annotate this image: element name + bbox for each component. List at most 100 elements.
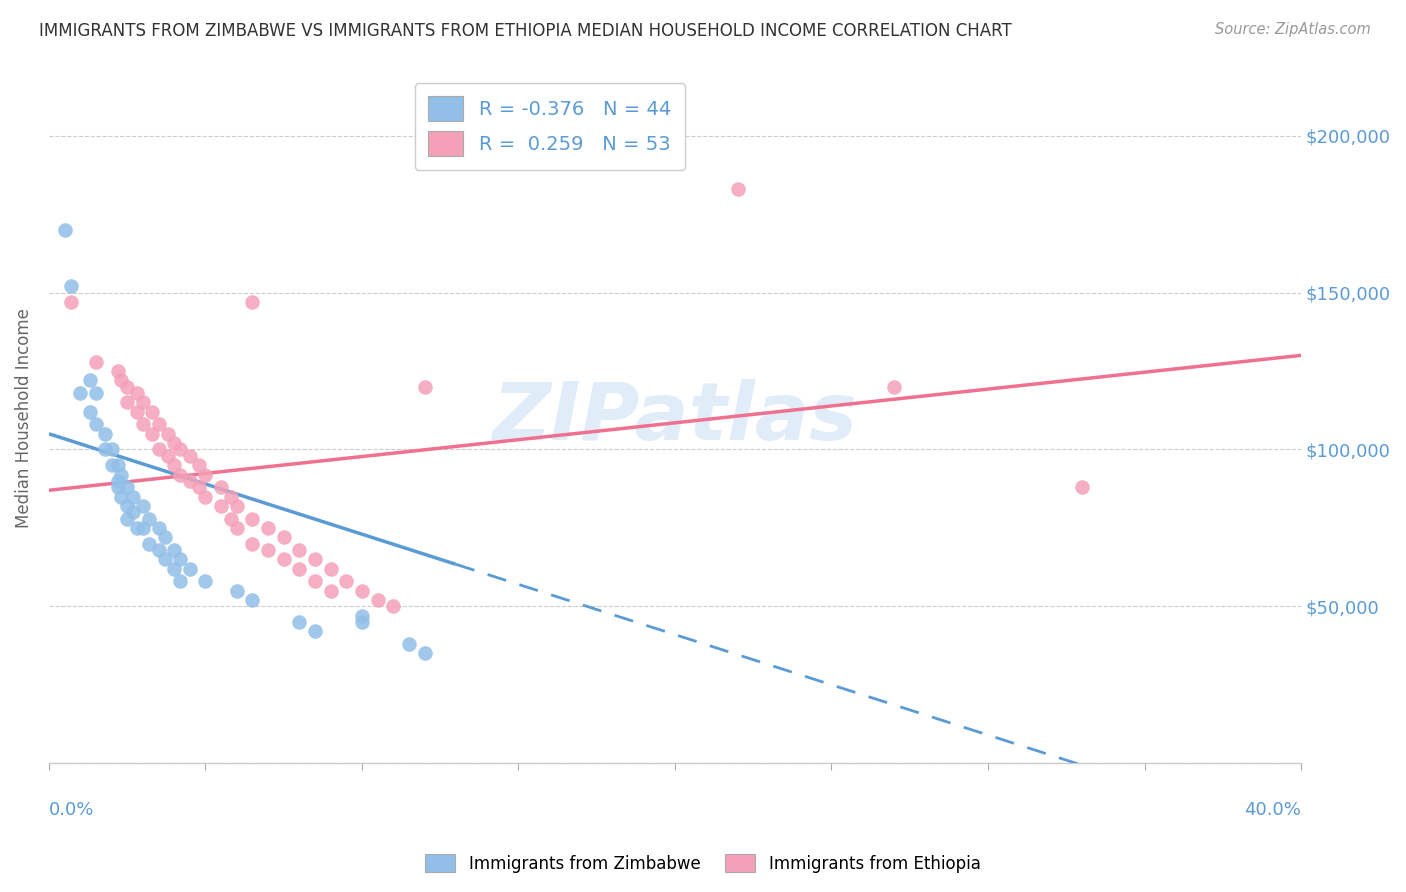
Point bbox=[727, 182, 749, 196]
Legend: Immigrants from Zimbabwe, Immigrants from Ethiopia: Immigrants from Zimbabwe, Immigrants fro… bbox=[419, 847, 987, 880]
Point bbox=[115, 480, 138, 494]
Point bbox=[125, 405, 148, 419]
Point bbox=[122, 505, 145, 519]
Point bbox=[148, 521, 170, 535]
Point bbox=[413, 647, 436, 661]
Point bbox=[350, 608, 373, 623]
Point bbox=[79, 374, 101, 388]
Point bbox=[242, 593, 264, 607]
Point bbox=[257, 542, 280, 557]
Point bbox=[225, 499, 247, 513]
Point bbox=[242, 295, 264, 310]
Point bbox=[209, 480, 232, 494]
Point bbox=[156, 426, 179, 441]
Point bbox=[115, 499, 138, 513]
Point bbox=[288, 542, 311, 557]
Point bbox=[107, 480, 129, 494]
Text: Source: ZipAtlas.com: Source: ZipAtlas.com bbox=[1215, 22, 1371, 37]
Point bbox=[273, 552, 295, 566]
Point bbox=[398, 637, 420, 651]
Point bbox=[242, 511, 264, 525]
Point bbox=[122, 490, 145, 504]
Point bbox=[100, 442, 122, 457]
Point bbox=[115, 511, 138, 525]
Point bbox=[107, 458, 129, 472]
Point bbox=[132, 395, 155, 409]
Point bbox=[188, 458, 211, 472]
Point bbox=[156, 449, 179, 463]
Point bbox=[304, 552, 326, 566]
Point bbox=[335, 574, 357, 589]
Point bbox=[169, 467, 191, 482]
Point bbox=[100, 458, 122, 472]
Point bbox=[84, 386, 107, 401]
Point bbox=[84, 417, 107, 432]
Point bbox=[273, 530, 295, 544]
Text: ZIPatlas: ZIPatlas bbox=[492, 379, 858, 457]
Point bbox=[69, 386, 91, 401]
Point bbox=[53, 223, 76, 237]
Point bbox=[132, 521, 155, 535]
Point bbox=[288, 615, 311, 629]
Point bbox=[194, 490, 217, 504]
Point bbox=[94, 442, 117, 457]
Point bbox=[148, 542, 170, 557]
Point bbox=[169, 442, 191, 457]
Text: IMMIGRANTS FROM ZIMBABWE VS IMMIGRANTS FROM ETHIOPIA MEDIAN HOUSEHOLD INCOME COR: IMMIGRANTS FROM ZIMBABWE VS IMMIGRANTS F… bbox=[39, 22, 1012, 40]
Point bbox=[110, 467, 132, 482]
Point bbox=[304, 624, 326, 639]
Point bbox=[179, 474, 201, 488]
Point bbox=[110, 374, 132, 388]
Point bbox=[883, 380, 905, 394]
Point bbox=[209, 499, 232, 513]
Point bbox=[219, 511, 242, 525]
Point bbox=[188, 480, 211, 494]
Point bbox=[115, 395, 138, 409]
Point bbox=[350, 615, 373, 629]
Point bbox=[194, 467, 217, 482]
Point bbox=[138, 536, 160, 550]
Point bbox=[367, 593, 389, 607]
Point bbox=[153, 530, 176, 544]
Point bbox=[169, 574, 191, 589]
Point bbox=[179, 562, 201, 576]
Point bbox=[319, 562, 342, 576]
Point bbox=[242, 536, 264, 550]
Point bbox=[319, 583, 342, 598]
Point bbox=[132, 417, 155, 432]
Point bbox=[288, 562, 311, 576]
Point bbox=[225, 583, 247, 598]
Point bbox=[163, 542, 186, 557]
Point bbox=[132, 499, 155, 513]
Point bbox=[194, 574, 217, 589]
Point bbox=[125, 521, 148, 535]
Point bbox=[141, 426, 163, 441]
Point bbox=[169, 552, 191, 566]
Point bbox=[107, 474, 129, 488]
Point bbox=[94, 426, 117, 441]
Legend: R = -0.376   N = 44, R =  0.259   N = 53: R = -0.376 N = 44, R = 0.259 N = 53 bbox=[415, 83, 685, 169]
Point bbox=[163, 562, 186, 576]
Point bbox=[179, 449, 201, 463]
Point bbox=[115, 380, 138, 394]
Point bbox=[413, 380, 436, 394]
Point bbox=[125, 386, 148, 401]
Point bbox=[138, 511, 160, 525]
Point bbox=[304, 574, 326, 589]
Text: 40.0%: 40.0% bbox=[1244, 801, 1301, 819]
Point bbox=[148, 442, 170, 457]
Point bbox=[163, 458, 186, 472]
Y-axis label: Median Household Income: Median Household Income bbox=[15, 308, 32, 528]
Point bbox=[148, 417, 170, 432]
Point bbox=[153, 552, 176, 566]
Text: 0.0%: 0.0% bbox=[49, 801, 94, 819]
Point bbox=[107, 364, 129, 378]
Point bbox=[257, 521, 280, 535]
Point bbox=[110, 490, 132, 504]
Point bbox=[225, 521, 247, 535]
Point bbox=[59, 279, 82, 293]
Point bbox=[1070, 480, 1092, 494]
Point bbox=[382, 599, 405, 614]
Point bbox=[350, 583, 373, 598]
Point bbox=[219, 490, 242, 504]
